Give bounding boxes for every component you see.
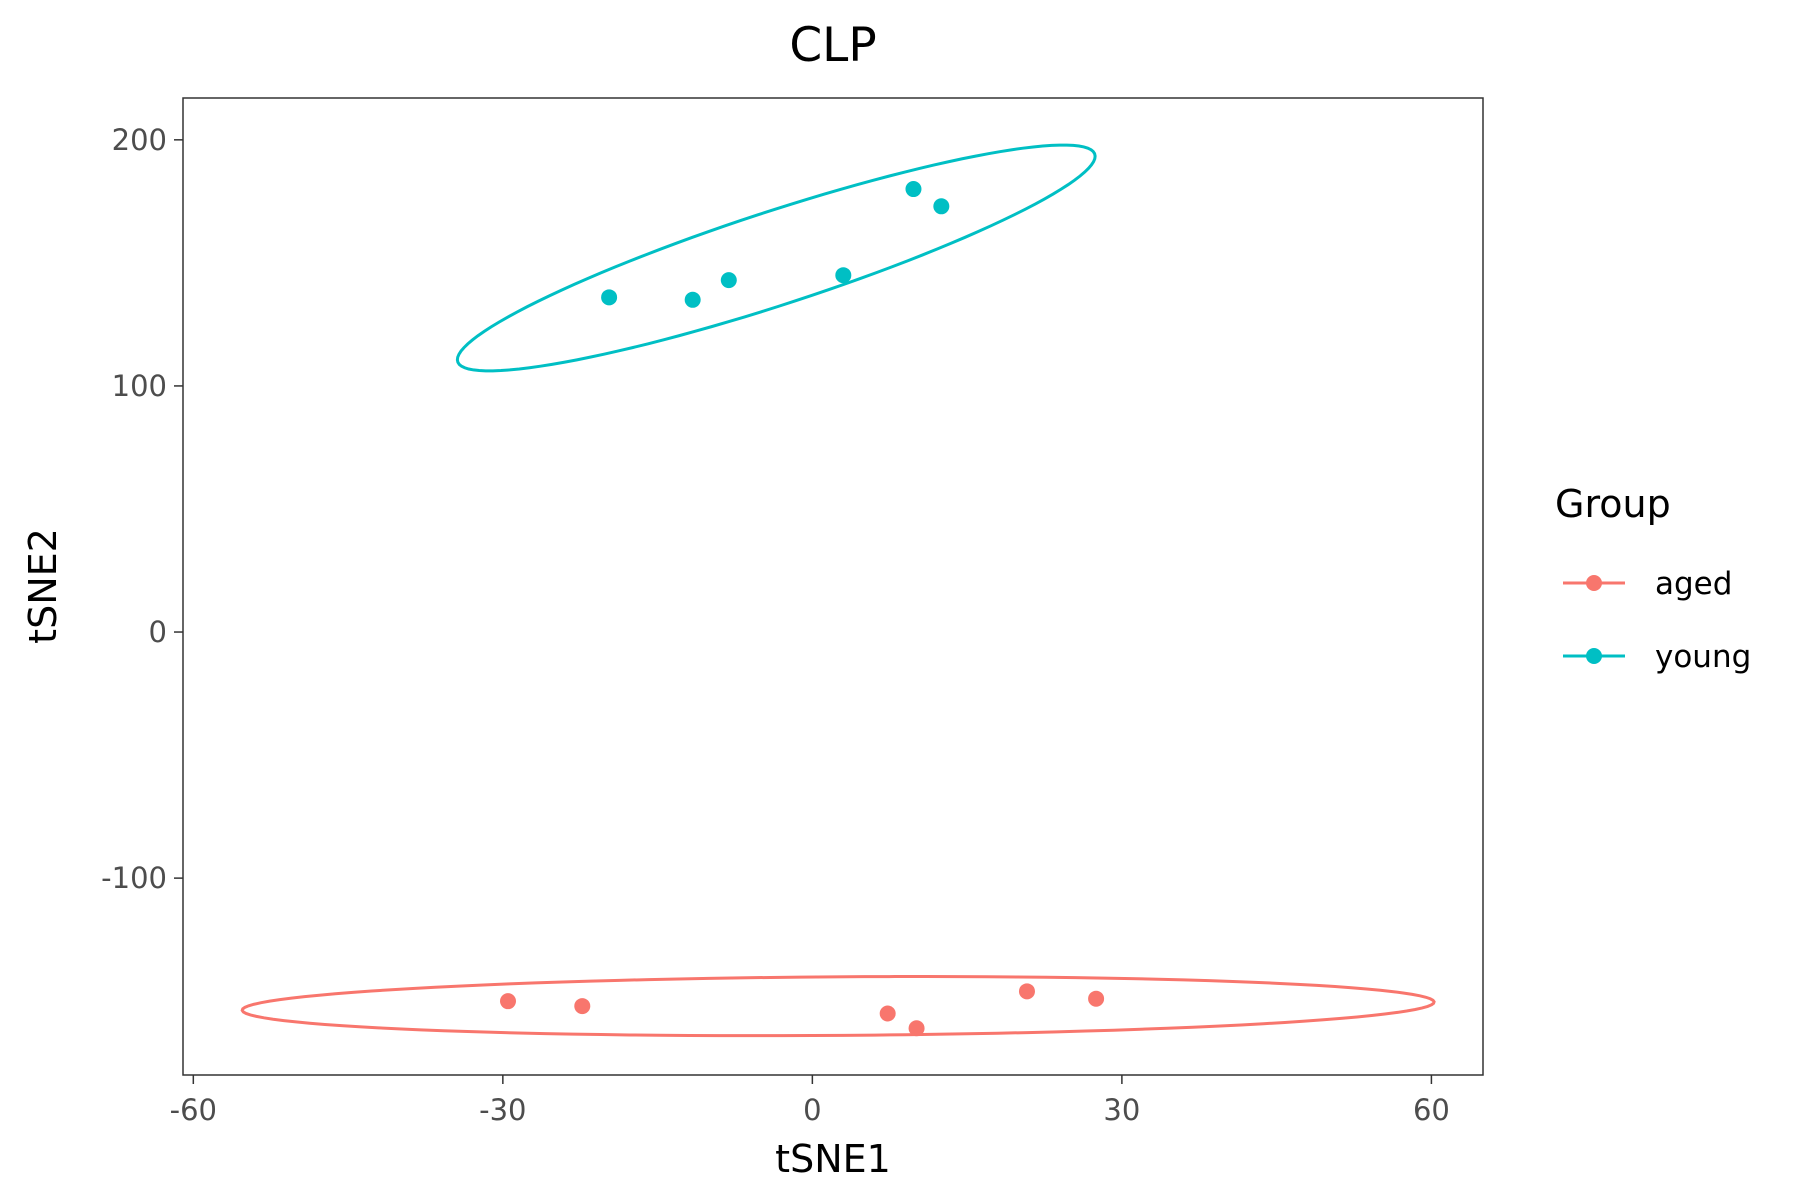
ellipse-young: [455, 143, 1097, 373]
y-tick-label: 100: [112, 369, 167, 403]
x-axis: -60 -30 0 30 60: [170, 1075, 1450, 1127]
point-aged-4: [908, 1020, 925, 1037]
point-aged-6: [1088, 990, 1105, 1007]
legend-title: Group: [1555, 482, 1671, 526]
point-aged-2: [574, 998, 591, 1015]
panel-border: [182, 97, 1484, 1076]
x-tick-label: 60: [1413, 1093, 1450, 1127]
point-young-4: [835, 267, 852, 284]
legend: Group aged young: [1555, 482, 1751, 675]
x-axis-title: tSNE1: [775, 1137, 891, 1181]
point-young-1: [601, 289, 618, 306]
point-young-6: [933, 198, 950, 215]
x-tick-label: -60: [170, 1093, 217, 1127]
y-axis-title: tSNE2: [21, 528, 65, 644]
y-tick-label: 200: [112, 123, 167, 157]
point-aged-5: [1018, 983, 1035, 1000]
point-aged-3: [879, 1005, 896, 1022]
chart-title: CLP: [789, 18, 876, 73]
x-tick-label: -30: [479, 1093, 526, 1127]
y-tick-label: 0: [149, 615, 167, 649]
point-aged-1: [500, 993, 516, 1010]
point-young-3: [720, 272, 737, 289]
x-tick-label: 30: [1103, 1093, 1140, 1127]
x-tick-label: 0: [803, 1093, 821, 1127]
y-axis: -100 0 100 200: [101, 123, 183, 895]
y-tick-label: -100: [101, 861, 167, 895]
legend-key-point-aged: [1586, 575, 1602, 591]
legend-items: aged young: [1563, 566, 1751, 675]
legend-label-young: young: [1655, 639, 1751, 675]
ellipse-layer: [240, 143, 1436, 1038]
ellipse-aged: [240, 975, 1436, 1038]
point-layer: [500, 181, 1105, 1037]
legend-label-aged: aged: [1655, 566, 1732, 602]
point-young-5: [905, 181, 922, 198]
panel-background: [183, 98, 1483, 1075]
legend-key-point-young: [1586, 648, 1602, 664]
point-young-2: [684, 291, 701, 308]
